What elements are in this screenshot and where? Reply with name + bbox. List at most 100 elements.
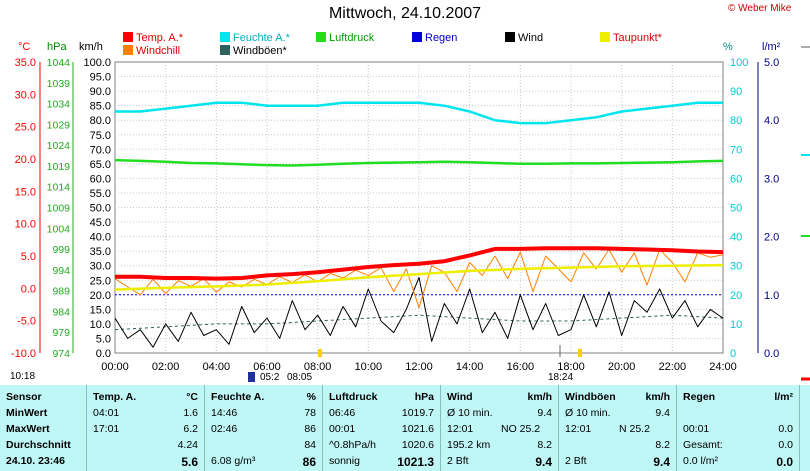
stats-header: Sensor	[0, 391, 86, 406]
temp-tick-label: -5.0	[17, 316, 36, 328]
stats-cell-left: Ø 10 min.	[565, 407, 611, 419]
stats-cell-left: 2 Bft	[447, 455, 469, 467]
legend-label: Feuchte A.*	[233, 32, 290, 44]
stats-header-label: Windböen	[565, 391, 616, 403]
stats-cell-left: 06:46	[329, 407, 356, 419]
wind-tick-label: 30.0	[90, 261, 111, 273]
temp-unit-label: °C	[18, 41, 30, 53]
temp-tick-label: 20.0	[15, 154, 36, 166]
humidity-tick-label: 10	[730, 319, 742, 331]
stats-row: 195.2 km 8.2	[441, 439, 558, 454]
stats-row: ^0.8hPa/h 1020.6	[323, 439, 440, 454]
legend-label: Taupunkt*	[613, 32, 662, 44]
stats-cell-right: 5.6	[181, 455, 198, 469]
pressure-tick-label: 994	[52, 265, 70, 277]
sun-marker-icon	[318, 349, 322, 357]
time-annotation-left: 10:18	[10, 371, 36, 382]
stats-cell-left: 17:01	[93, 423, 120, 435]
stats-header-label: Sensor	[6, 391, 42, 403]
legend-swatch	[220, 45, 230, 55]
wind-tick-label: 0.0	[96, 348, 111, 360]
pressure-tick-label: 1019	[47, 161, 71, 173]
rain-tick-label: 5.0	[764, 57, 779, 69]
stats-header: Windböen km/h	[559, 391, 676, 406]
chart-title: Mittwoch, 24.10.2007	[328, 5, 482, 22]
stats-header: Regen l/m²	[677, 391, 799, 406]
rain-unit-label: l/m²	[762, 41, 781, 53]
stats-row: 0.0 l/m² 0.0	[677, 455, 799, 470]
stats-cell-mid: NO 25.2	[501, 423, 541, 435]
stats-column: Luftdruck hPa 06:46 1019.7 00:01 1021.6 ^0.8hP…	[323, 385, 441, 471]
stats-row: Durchschnitt	[0, 439, 86, 454]
temp-tick-label: 5.0	[21, 251, 36, 263]
stats-cell-right: 0.0	[776, 455, 793, 469]
temp-tick-label: 10.0	[15, 219, 36, 231]
wind-tick-label: 85.0	[90, 101, 111, 113]
humidity-unit-label: %	[723, 41, 733, 53]
stats-cell-right: 9.4	[535, 455, 552, 469]
stats-header: Feuchte A.%	[205, 391, 322, 406]
stats-row	[677, 407, 799, 422]
humidity-tick-label: 40	[730, 232, 742, 244]
humidity-tick-label: 0	[730, 348, 736, 360]
humidity-tick-label: 80	[730, 115, 742, 127]
rain-tick-label: 0.0	[764, 348, 779, 360]
stats-cell-left: 12:01	[565, 423, 592, 435]
humidity-tick-label: 90	[730, 86, 742, 98]
stats-cell-left: sonnig	[329, 455, 360, 467]
stats-header-label: Regen	[683, 391, 716, 403]
stats-header-unit: l/m²	[774, 391, 793, 403]
x-tick-label: 24:00	[709, 361, 737, 373]
stats-cell-left: 00:01	[329, 423, 356, 435]
x-tick-label: 16:00	[507, 361, 535, 373]
stats-row: 17:01 6.2	[87, 423, 204, 438]
humidity-tick-label: 30	[730, 261, 742, 273]
stats-cell-right: 1.6	[183, 407, 198, 419]
stats-column: Feuchte A.% 14:46 78 02:46 86 84 6.08 g/m³ 86	[205, 385, 323, 471]
legend-item: Windböen*	[220, 45, 287, 57]
stats-cell-right: 9.4	[653, 455, 670, 469]
temp-tick-label: -10.0	[11, 348, 36, 360]
sunrise-annotation-2: 08:05	[287, 372, 313, 383]
stats-header-unit: hPa	[414, 391, 434, 403]
stats-row: Gesamt: 0.0	[677, 439, 799, 454]
legend-label: Windböen*	[233, 45, 287, 57]
rain-tick-label: 4.0	[764, 115, 779, 127]
legend-label: Windchill	[136, 45, 181, 57]
pressure-tick-label: 979	[52, 327, 70, 339]
legend-label: Luftdruck	[329, 32, 375, 44]
legend-item: Windchill	[123, 45, 180, 57]
x-tick-label: 10:00	[355, 361, 383, 373]
stats-cell-right: 1019.7	[401, 407, 434, 419]
stats-row: 24.10. 23:46	[0, 455, 86, 470]
stats-row: 2 Bft 9.4	[559, 455, 676, 470]
humidity-tick-label: 50	[730, 203, 742, 215]
stats-row: Ø 10 min. 9.4	[559, 407, 676, 422]
stats-cell-left: 14:46	[211, 407, 238, 419]
stats-cell-left: Gesamt:	[683, 439, 723, 451]
x-tick-label: 14:00	[456, 361, 484, 373]
stats-row: 6.08 g/m³ 86	[205, 455, 322, 470]
stats-header-label: Wind	[447, 391, 473, 403]
legend-swatch	[220, 32, 230, 42]
stats-cell-right: 1021.3	[397, 455, 434, 469]
stats-header: Temp. A. °C	[87, 391, 204, 406]
pressure-tick-label: 984	[52, 306, 70, 318]
stats-header: Luftdruck hPa	[323, 391, 440, 406]
series-line-temp-a	[115, 246, 724, 281]
wind-tick-label: 95.0	[90, 72, 111, 84]
pressure-tick-label: 1004	[47, 223, 71, 235]
stats-table: Sensor MinWert MaxWert Durchschnitt 24.10. 2…	[0, 385, 810, 471]
copyright-text: © Weber Mike	[728, 3, 792, 14]
series-line-feuchte-a	[115, 101, 723, 125]
stats-header-label: Feuchte A.	[211, 391, 265, 403]
humidity-tick-label: 60	[730, 173, 742, 185]
stats-row: Ø 10 min. 9.4	[441, 407, 558, 422]
legend-item: Luftdruck	[316, 32, 374, 44]
series-line-windchill	[114, 249, 724, 309]
stats-row: 8.2	[559, 439, 676, 454]
stats-row: 14:46 78	[205, 407, 322, 422]
wind-tick-label: 90.0	[90, 86, 111, 98]
wind-tick-label: 45.0	[90, 217, 111, 229]
pressure-unit-label: hPa	[47, 41, 67, 53]
